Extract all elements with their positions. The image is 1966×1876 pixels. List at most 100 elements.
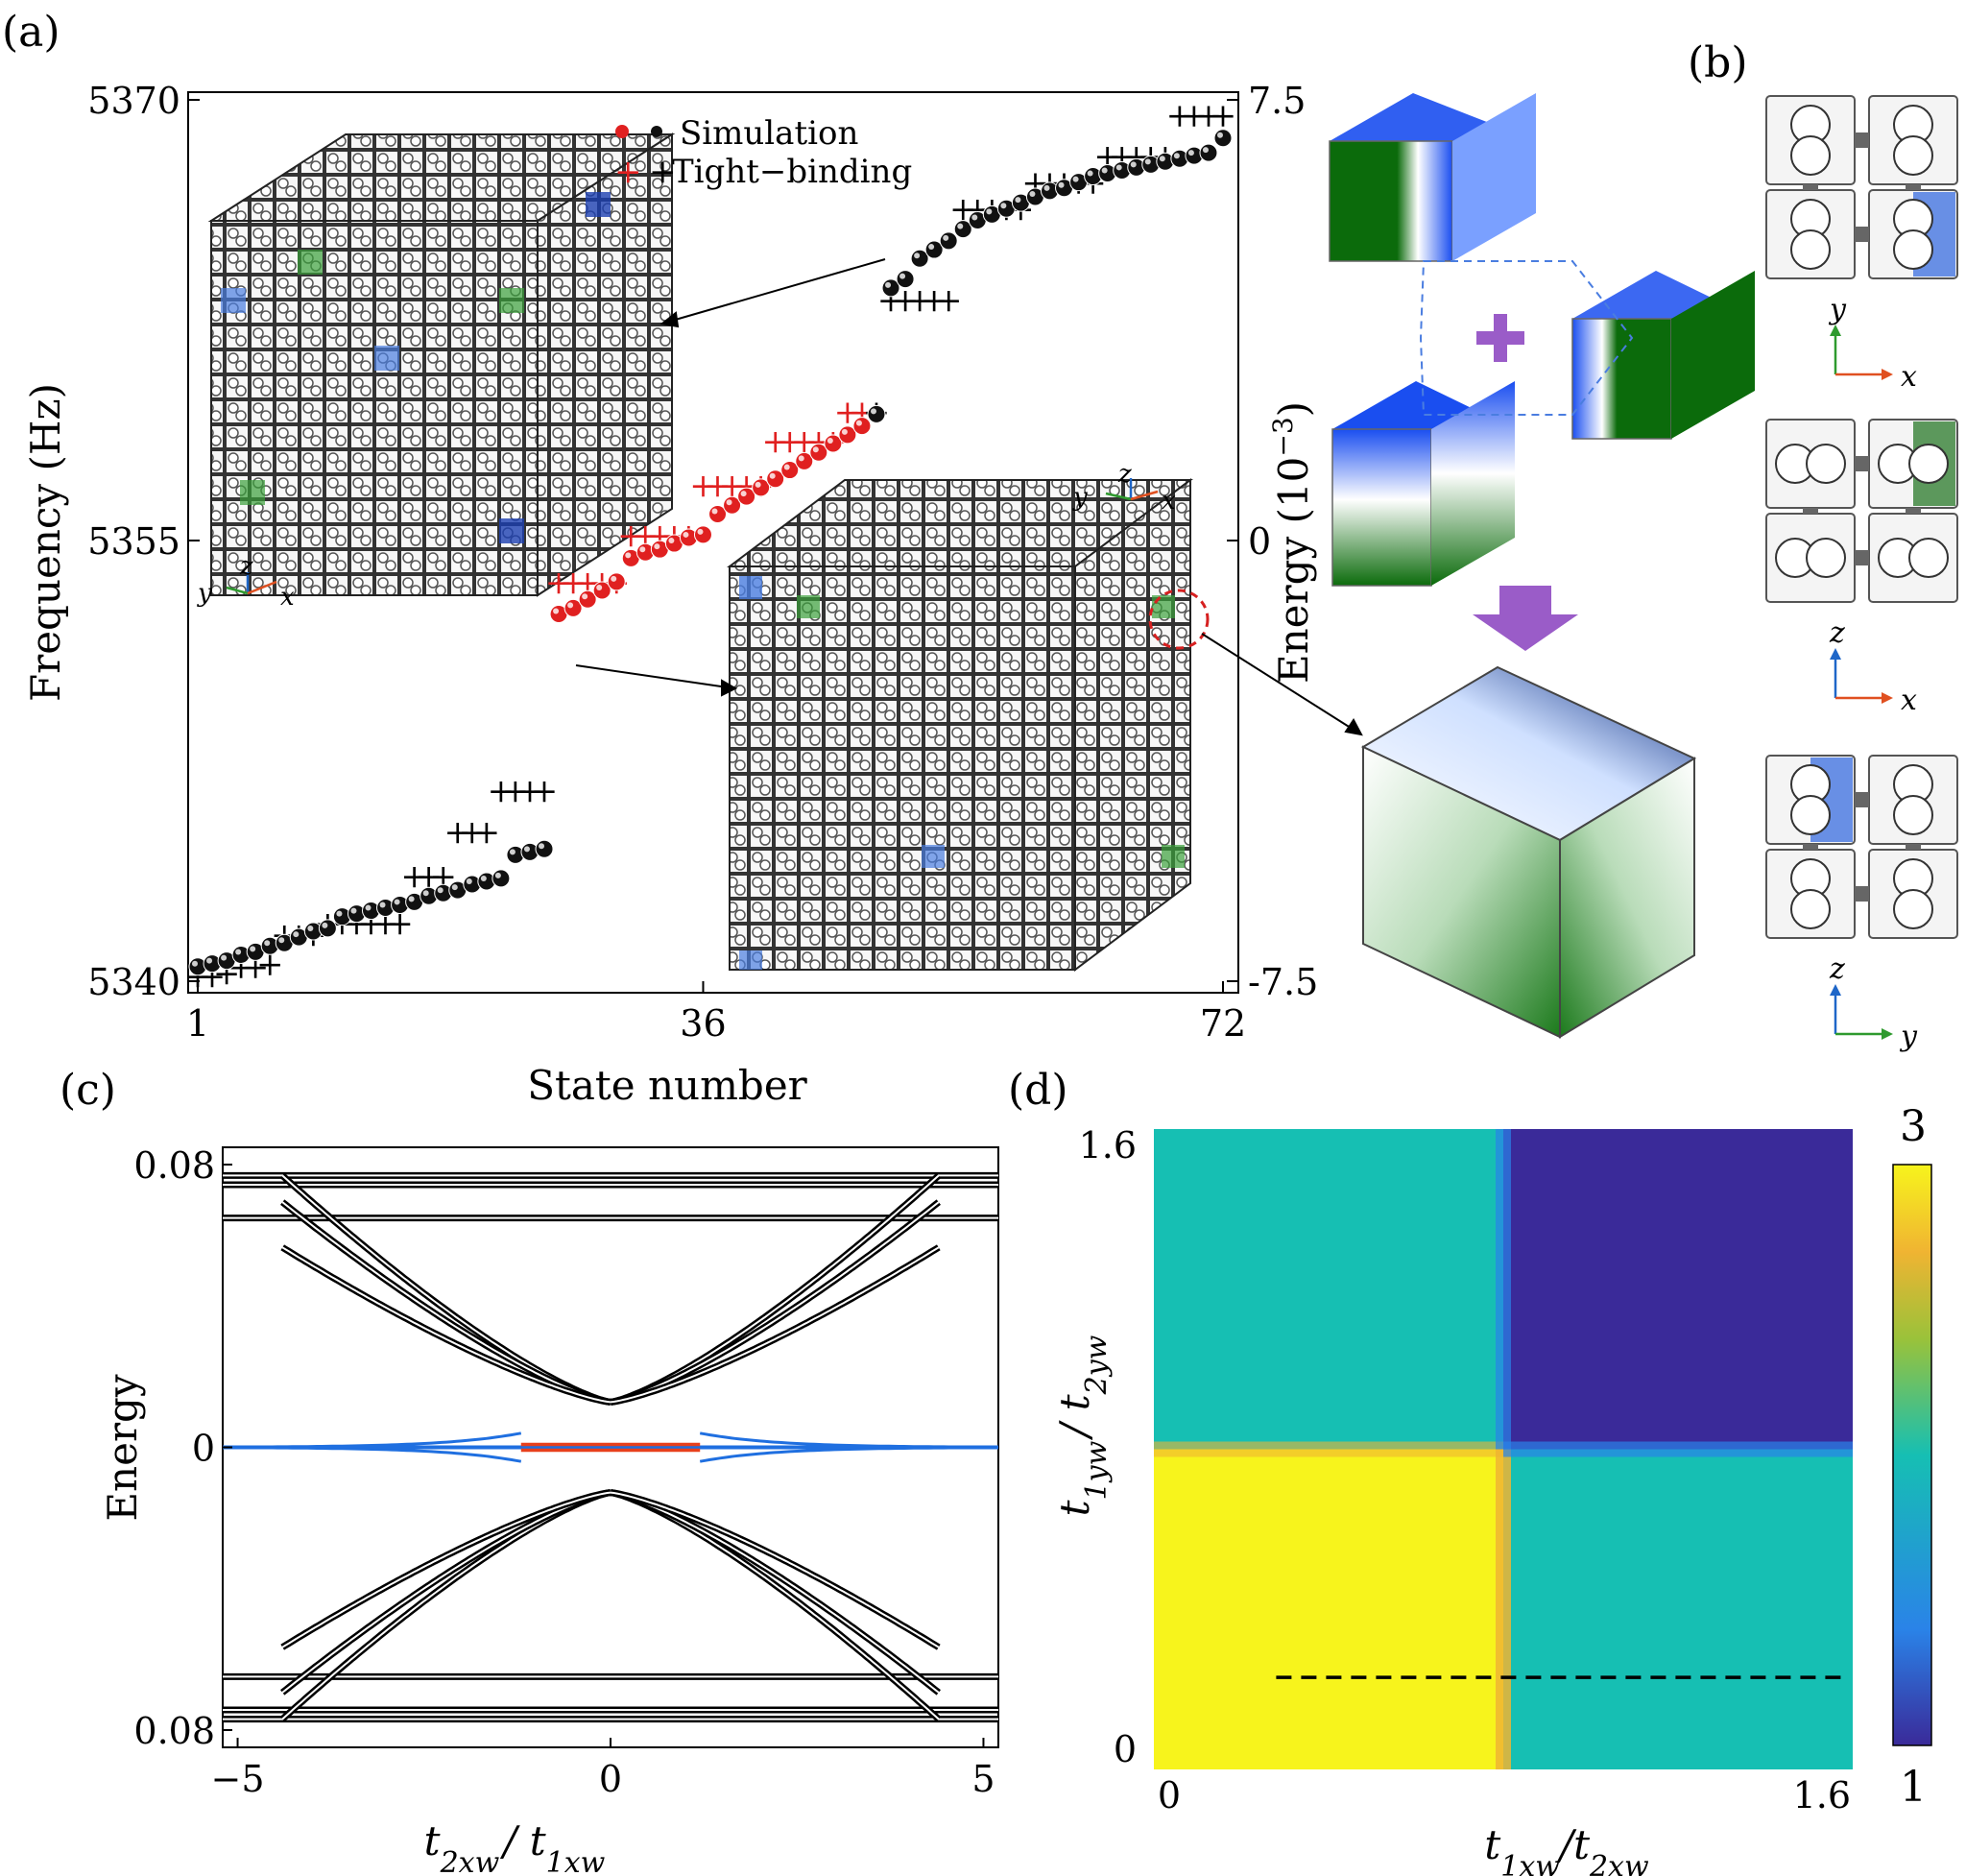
heatmap-region xyxy=(1154,1129,1503,1450)
simulation-point-highlight xyxy=(466,878,472,885)
cube-wb xyxy=(1571,271,1755,440)
simulation-point-highlight xyxy=(278,937,285,944)
simulation-point-highlight xyxy=(206,957,213,964)
simulation-point-highlight xyxy=(914,253,921,259)
panel-d-chart: 0 1.601.6 3 1 t1xw/t2xw t1yw/ t2yw xyxy=(1051,1102,1932,1876)
boundary-blend xyxy=(1496,1129,1511,1450)
panel-a-ticks: 1 36 72 5340 5355 5370 -7.5 0 7.5 xyxy=(87,80,1318,1045)
simulation-point-highlight xyxy=(264,940,271,947)
simulation-point-highlight xyxy=(422,890,429,897)
axis-triad-cube-2: z y x xyxy=(1072,460,1176,516)
resonator-circle xyxy=(1893,889,1933,929)
edge-mode-line xyxy=(223,1446,522,1463)
y-title-d-sub2: 2yw xyxy=(1080,1335,1114,1395)
simulation-point-highlight xyxy=(1000,203,1007,209)
simulation-point xyxy=(867,404,886,423)
simulation-point-highlight xyxy=(697,528,704,535)
resonator-circle xyxy=(1893,795,1933,835)
simulation-point-highlight xyxy=(943,234,949,241)
simulation-point-highlight xyxy=(1115,164,1122,171)
bulk-band-dispersive xyxy=(279,1172,611,1406)
axis-horizontal-label: y xyxy=(1899,1020,1918,1053)
heatmap-region xyxy=(1503,1129,1853,1450)
panel-c-lines xyxy=(223,1171,998,1723)
bulk-band-dispersive-inner xyxy=(610,1174,940,1404)
axis-horizontal-label: x xyxy=(1901,360,1917,394)
axis-z-label-2: z xyxy=(1117,460,1132,489)
simulation-point-highlight xyxy=(596,585,603,591)
x-title-d-main: t xyxy=(1484,1821,1500,1868)
x-axis-title-c: t2xw/ t1xw xyxy=(424,1817,606,1876)
simulation-point-highlight xyxy=(855,420,862,426)
panel-label-d: (d) xyxy=(1008,1066,1068,1115)
simulation-point-highlight xyxy=(1058,181,1065,188)
y2-axis-title-exp: −3 xyxy=(1267,417,1299,456)
x-axis-title-d: t1xw/t2xw xyxy=(1484,1821,1649,1876)
bulk-band-dispersive xyxy=(279,1489,611,1722)
simulation-point-highlight xyxy=(668,538,675,544)
axis-z-label-1: z xyxy=(239,552,253,581)
simulation-point-highlight xyxy=(798,455,804,462)
axis-x-label-2: x xyxy=(1162,487,1176,516)
simulation-point-highlight xyxy=(711,508,718,515)
simulation-point xyxy=(1199,143,1218,162)
simulation-point xyxy=(535,839,554,858)
coupling-tube xyxy=(1855,132,1869,148)
legend-label-simulation: Simulation xyxy=(680,114,858,153)
resonator-circle xyxy=(1790,135,1831,176)
coupling-tube xyxy=(1855,550,1869,565)
x-tick-label-a: 72 xyxy=(1200,1002,1246,1045)
simulation-point-highlight xyxy=(307,925,314,931)
panel-a-data-points: ++++++++++++++++++++++++++++++++++++++++… xyxy=(184,96,1237,996)
bulk-band-dispersive-inner xyxy=(610,1491,940,1694)
resonator-circle xyxy=(1893,229,1933,270)
simulation-point-highlight xyxy=(683,531,689,538)
axis-vertical-arrowhead xyxy=(1830,648,1841,660)
simulation-point-highlight xyxy=(509,849,515,855)
arrowhead-2 xyxy=(721,679,738,697)
simulation-point-highlight xyxy=(1173,153,1180,159)
y-tick-label-d: 1.6 xyxy=(1079,1124,1137,1166)
y-tick-label-c: 0.08 xyxy=(133,1144,215,1187)
coupling-tube xyxy=(1855,886,1869,902)
simulation-point-highlight xyxy=(870,408,876,415)
x-title-d-sub1: 1xw xyxy=(1500,1850,1560,1876)
simulation-point-highlight xyxy=(841,428,848,435)
arrow-to-cube-2 xyxy=(575,664,729,688)
x-tick-label-c: 0 xyxy=(599,1758,622,1800)
legend-marker-tb-red: + xyxy=(614,153,642,191)
tight-binding-point: + xyxy=(502,772,530,810)
y-title-d-sub1: 1yw xyxy=(1080,1440,1114,1500)
heatmap-region xyxy=(1503,1449,1853,1769)
bulk-band-dispersive-inner xyxy=(281,1491,611,1694)
legend-a: Simulation + + Tight−binding xyxy=(614,114,912,191)
hexagon-outline xyxy=(1419,260,1634,416)
simulation-point-highlight xyxy=(769,472,776,479)
coupling-tube xyxy=(1803,508,1818,514)
coupling-tube xyxy=(1855,456,1869,471)
simulation-point-highlight xyxy=(1087,170,1093,177)
y-tick-label-a: 5370 xyxy=(87,80,180,122)
simulation-point-highlight xyxy=(812,446,819,453)
axis-x-label-1: x xyxy=(280,583,295,612)
tight-binding-point: + xyxy=(1181,96,1209,134)
coupling-tube xyxy=(1855,227,1869,242)
simulation-point xyxy=(939,231,958,251)
simulation-point-highlight xyxy=(986,208,993,215)
simulation-point-highlight xyxy=(740,491,747,497)
axis-vertical-arrowhead xyxy=(1830,984,1841,996)
boundary-blend xyxy=(1496,1449,1511,1769)
simulation-point-highlight xyxy=(235,949,242,955)
bulk-band-dispersive xyxy=(610,1199,941,1406)
y2-axis-title-close: ) xyxy=(1270,401,1317,417)
simulation-point-highlight xyxy=(1187,150,1194,156)
y-axis-title-c: Energy xyxy=(99,1374,146,1522)
simulation-point-highlight xyxy=(1101,167,1108,174)
simulation-point-highlight xyxy=(726,499,732,506)
simulation-point-highlight xyxy=(523,846,530,853)
simulation-point-highlight xyxy=(437,887,444,894)
coupling-tube xyxy=(1906,184,1921,190)
legend-label-tight-binding: Tight−binding xyxy=(672,153,912,191)
simulation-point-highlight xyxy=(553,608,560,614)
